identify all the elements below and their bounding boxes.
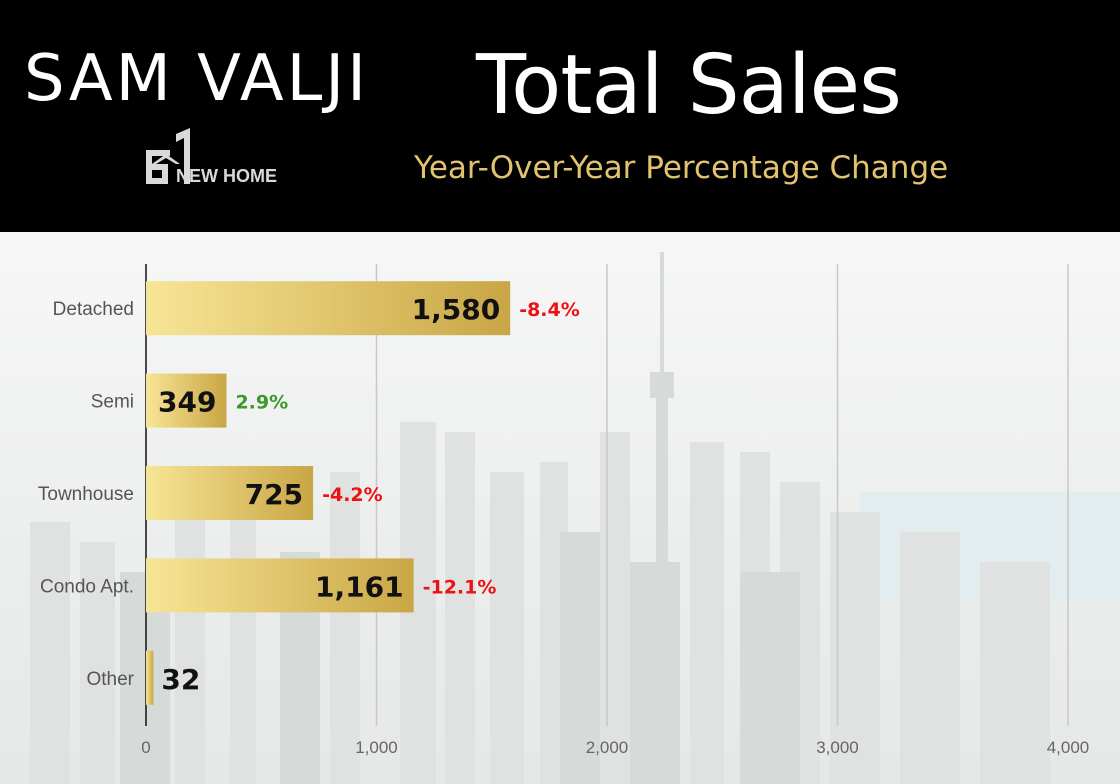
- category-label: Semi: [91, 392, 134, 413]
- yoy-change-label: -8.4%: [519, 299, 580, 321]
- x-tick-label: 0: [141, 738, 150, 757]
- category-label: Townhouse: [38, 484, 134, 505]
- yoy-change-label: 2.9%: [235, 392, 288, 414]
- logo-text: NEW HOME: [176, 166, 277, 186]
- chart-title: Total Sales: [476, 38, 902, 133]
- bar: [146, 466, 314, 520]
- value-label: 1,161: [315, 570, 404, 603]
- value-label: 1,580: [412, 293, 501, 326]
- bar: [146, 373, 227, 428]
- bar: [146, 650, 154, 705]
- category-label: Condo Apt.: [40, 576, 134, 597]
- bar-chart: 0 1,000 2,000 3,000 4,000 Detached 1,580 -8.4% S…: [38, 264, 1090, 757]
- value-label: 349: [158, 386, 216, 419]
- yoy-change-label: -4.2%: [322, 484, 383, 506]
- x-tick-label: 2,000: [586, 738, 629, 757]
- brand-name: SAM VALJI: [24, 42, 370, 116]
- x-tick-label: 1,000: [355, 738, 398, 757]
- bar: [146, 558, 414, 613]
- x-tick-label: 3,000: [816, 738, 859, 757]
- value-label: 32: [161, 663, 200, 696]
- value-label: 725: [245, 478, 303, 511]
- x-tick-label: 4,000: [1047, 738, 1090, 757]
- header-banner: SAM VALJI NEW HOME Total Sales Year-Over…: [0, 0, 1120, 232]
- category-label: Other: [86, 669, 134, 690]
- yoy-change-label: -12.1%: [423, 576, 497, 598]
- bar: [146, 281, 511, 336]
- chart-subtitle: Year-Over-Year Percentage Change: [414, 150, 949, 186]
- new-home-logo-icon: [146, 128, 190, 184]
- category-label: Detached: [53, 299, 134, 320]
